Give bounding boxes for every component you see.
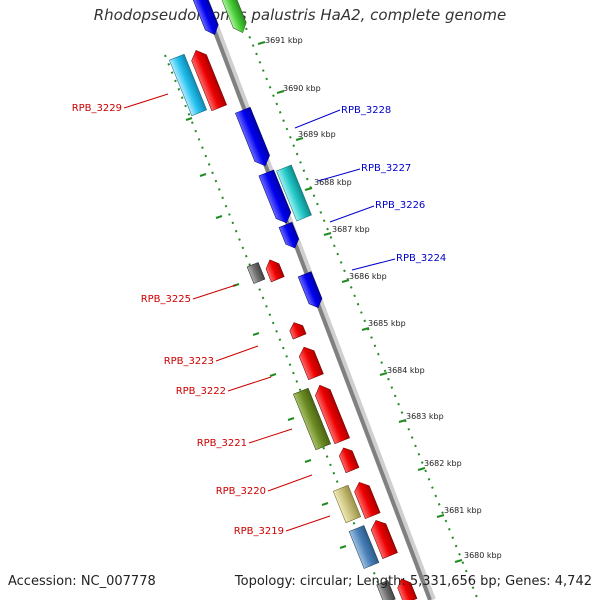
tick-label: 3683 kbp [406, 412, 444, 421]
tick-label: 3687 kbp [332, 225, 370, 234]
gene-red-3219-pair [370, 520, 398, 559]
map-title: Rhodopseudomonas palustris HaA2, complet… [93, 6, 507, 24]
gene-rpb-3222 [298, 346, 324, 381]
tick-label: 3690 kbp [283, 84, 321, 93]
gene-rpb-3223 [289, 322, 307, 340]
genome-summary-text: Topology: circular; Length: 5,331,656 bp… [234, 574, 592, 589]
tick-labels: 3691 kbp 3690 kbp 3689 kbp 3688 kbp 3687… [265, 36, 502, 560]
gene-label-rpb-3224: RPB_3224 [396, 253, 446, 264]
gene-rpb-3227 [258, 169, 292, 224]
right-ruler-ticks [257, 41, 463, 563]
gene-rpb-3228 [235, 106, 270, 167]
tick-label: 3691 kbp [265, 36, 303, 45]
tick-label: 3689 kbp [298, 130, 336, 139]
gene-label-rpb-3219: RPB_3219 [234, 526, 284, 537]
gene-label-rpb-3228: RPB_3228 [341, 105, 391, 116]
tick-label: 3688 kbp [314, 178, 352, 187]
gene-label-rpb-3229: RPB_3229 [72, 103, 122, 114]
accession-text: Accession: NC_007778 [8, 574, 156, 589]
gene-rpb-3221 [293, 387, 331, 451]
tick-label: 3685 kbp [368, 319, 406, 328]
gene-blue-small [278, 221, 300, 249]
gene-label-rpb-3225: RPB_3225 [141, 294, 191, 305]
gene-red-bottom [397, 578, 418, 600]
gene-red-3221-pair [315, 384, 350, 445]
gene-rpb-3226 [276, 164, 312, 222]
gene-gray-bottom [376, 580, 396, 600]
tick-label: 3680 kbp [464, 551, 502, 560]
gene-label-rpb-3220: RPB_3220 [216, 486, 266, 497]
gene-label-rpb-3223: RPB_3223 [164, 356, 214, 367]
gene-features [169, 0, 418, 600]
gene-rpb-3219 [348, 525, 380, 569]
gene-label-rpb-3221: RPB_3221 [197, 438, 247, 449]
tick-label: 3681 kbp [444, 506, 482, 515]
tick-label: 3682 kbp [424, 459, 462, 468]
tick-label: 3684 kbp [387, 366, 425, 375]
gene-label-rpb-3226: RPB_3226 [375, 200, 425, 211]
gene-green-top [217, 0, 247, 34]
gene-red-small-a [338, 447, 360, 474]
gene-red-near-3229 [191, 50, 227, 112]
gene-label-rpb-3222: RPB_3222 [176, 386, 226, 397]
gene-rpb-3220 [332, 484, 362, 524]
gene-red-3225-pair [265, 259, 285, 283]
gene-rpb-3229 [169, 53, 207, 117]
right-ruler-line [245, 27, 479, 600]
gene-blue-top [189, 0, 219, 36]
tick-label: 3686 kbp [349, 272, 387, 281]
reverse-labels: RPB_3229 RPB_3225 RPB_3223 RPB_3222 RPB_… [72, 93, 331, 537]
gene-red-3220-pair [354, 482, 381, 520]
gene-rpb-3224 [297, 271, 323, 308]
gene-label-rpb-3227: RPB_3227 [361, 163, 411, 174]
gene-rpb-3225 [246, 262, 266, 284]
forward-labels: RPB_3228 RPB_3227 RPB_3226 RPB_3224 [294, 105, 446, 271]
